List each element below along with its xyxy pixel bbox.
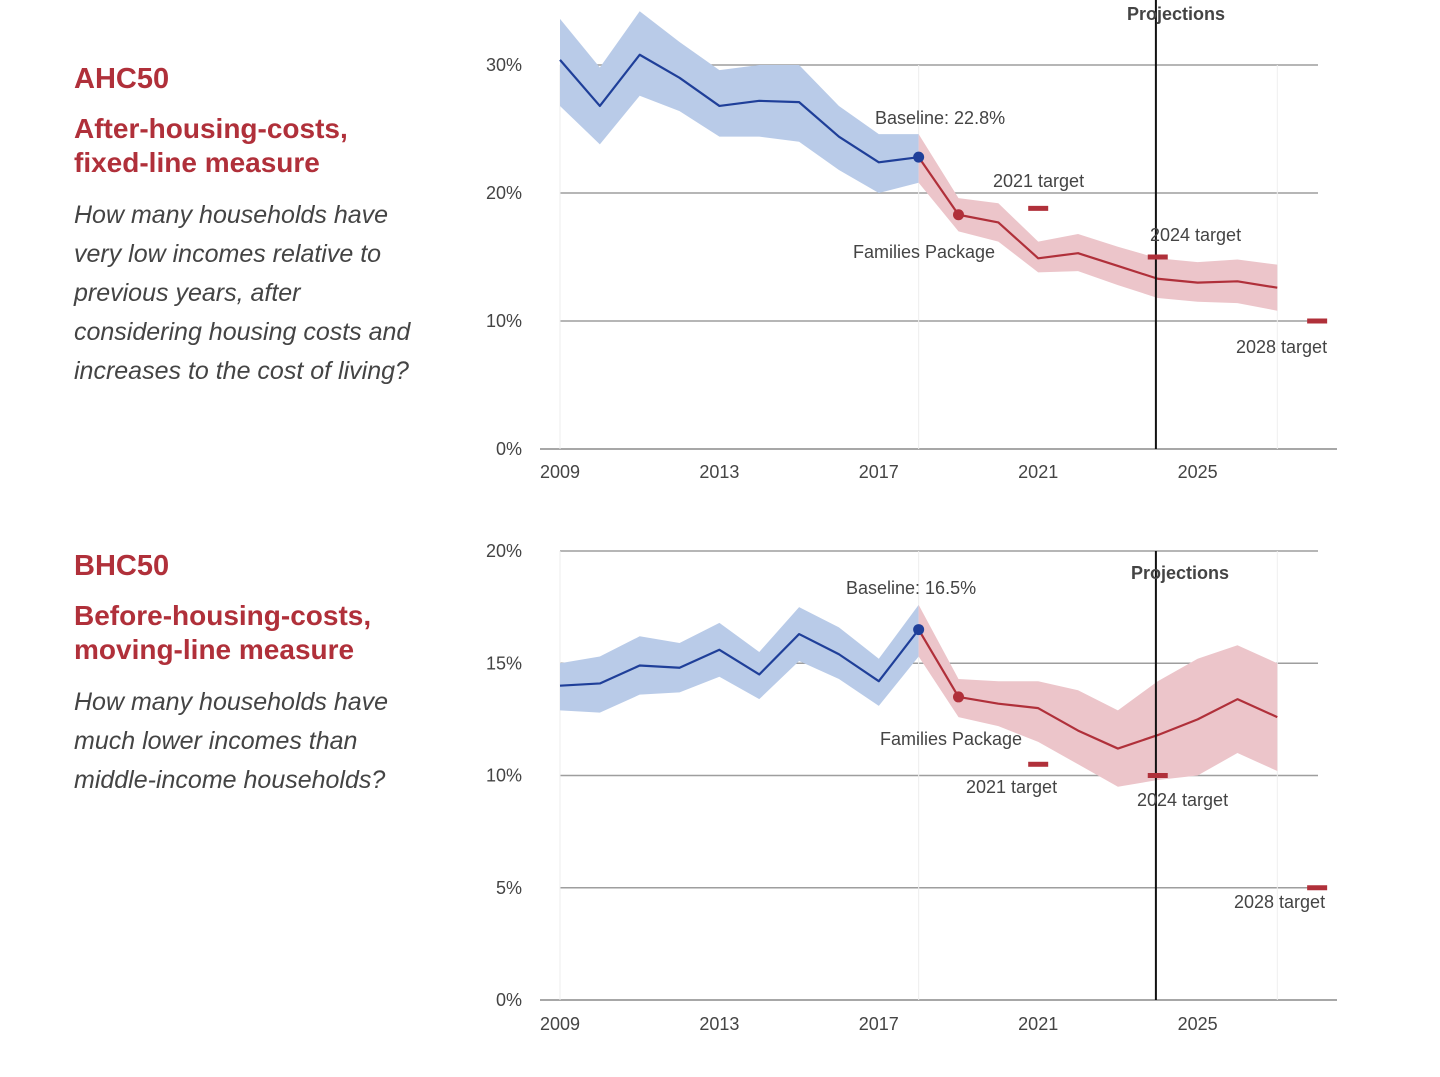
- target-marker: [1147, 773, 1168, 778]
- actual-confidence-band: [560, 604, 919, 713]
- actual-confidence-band: [560, 11, 919, 193]
- x-tick-label: 2009: [540, 462, 580, 482]
- y-tick-label: 20%: [486, 183, 522, 203]
- y-tick-label: 20%: [486, 541, 522, 561]
- y-tick-label: 10%: [486, 766, 522, 786]
- target-marker: [1307, 885, 1328, 891]
- target-marker: [1147, 254, 1168, 260]
- measure-code: AHC50: [74, 63, 170, 95]
- projections-label: Projections: [1127, 4, 1225, 24]
- projection-series-line: [917, 629, 1278, 750]
- measure-title-line2: moving-line measure: [74, 634, 355, 665]
- target-label: 2024 target: [1137, 790, 1228, 810]
- projection-confidence-band: [918, 604, 1278, 787]
- x-tick-label: 2013: [699, 462, 739, 482]
- measure-code: BHC50: [74, 550, 170, 582]
- x-tick-label: 2017: [859, 1014, 899, 1034]
- actual-series-line: [559, 628, 920, 687]
- x-tick-label: 2013: [699, 1014, 739, 1034]
- x-tick-label: 2017: [859, 462, 899, 482]
- measure-title-line1: Before-housing-costs,: [74, 600, 372, 631]
- baseline-point: [913, 624, 925, 636]
- target-label: 2028 target: [1234, 892, 1325, 912]
- x-tick-label: 2021: [1018, 462, 1058, 482]
- projection-confidence-band: [918, 134, 1278, 311]
- projection-series-line: [917, 156, 1278, 289]
- families-package-point: [953, 209, 964, 221]
- target-label: 2028 target: [1236, 337, 1327, 357]
- families-package-label: Families Package: [853, 242, 995, 262]
- measure-title-line2: fixed-line measure: [74, 147, 320, 178]
- target-label: 2024 target: [1150, 225, 1241, 245]
- actual-series-line: [559, 53, 919, 164]
- y-tick-label: 0%: [496, 439, 522, 459]
- y-tick-label: 30%: [486, 55, 522, 75]
- x-tick-label: 2009: [540, 1014, 580, 1034]
- measure-question: How many households have much lower inco…: [74, 688, 389, 794]
- baseline-label: Baseline: 22.8%: [875, 108, 1005, 128]
- target-marker: [1028, 761, 1049, 767]
- y-tick-label: 15%: [486, 653, 522, 673]
- target-marker: [1028, 205, 1049, 211]
- projections-label: Projections: [1131, 563, 1229, 583]
- families-package-label: Families Package: [880, 729, 1022, 749]
- target-label: 2021 target: [966, 777, 1057, 797]
- measure-title-line1: After-housing-costs,: [74, 113, 348, 144]
- families-package-point: [953, 691, 964, 703]
- x-tick-label: 2025: [1178, 1014, 1218, 1034]
- y-tick-label: 5%: [496, 878, 522, 898]
- measure-question: How many households have very low income…: [74, 201, 411, 385]
- x-tick-label: 2021: [1018, 1014, 1058, 1034]
- x-tick-label: 2025: [1178, 462, 1218, 482]
- y-tick-label: 0%: [496, 990, 522, 1010]
- baseline-point: [913, 151, 925, 163]
- baseline-label: Baseline: 16.5%: [846, 578, 976, 598]
- panel-bhc50-text: BHC50 Before-housing-costs, moving-line …: [74, 549, 454, 800]
- panel-ahc50-text: AHC50 After-housing-costs, fixed-line me…: [74, 62, 454, 391]
- y-tick-label: 10%: [486, 311, 522, 331]
- target-label: 2021 target: [993, 171, 1084, 191]
- target-marker: [1307, 318, 1328, 324]
